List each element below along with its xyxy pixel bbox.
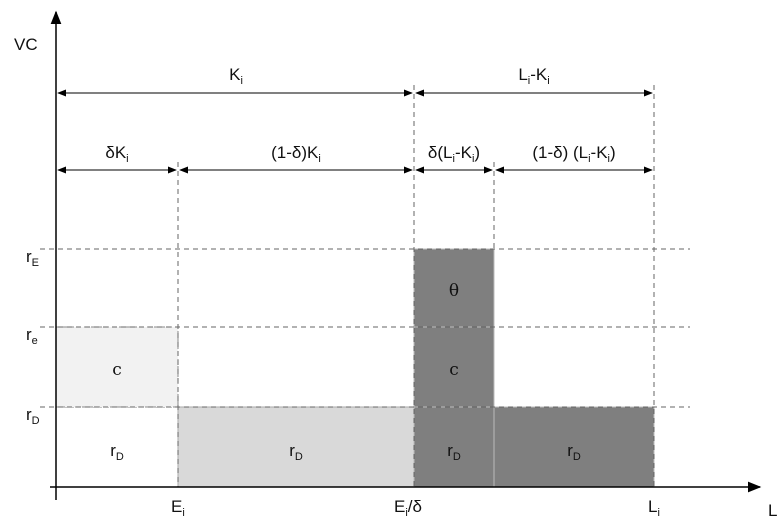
span-label-Ki: Ki (229, 65, 243, 87)
block-base-left (55, 406, 179, 488)
y-tick-rD: rD (26, 405, 40, 427)
block-base-right-1 (413, 406, 495, 488)
span-label-dKi: δKi (105, 143, 128, 165)
span-label-dLiKi: δ(Li-Ki) (428, 143, 480, 165)
y-tick-rE: rE (26, 247, 39, 269)
x-tick-Ei: Ei (171, 497, 185, 519)
block-label-base-middle: rD (289, 441, 303, 463)
block-label-theta: θ (449, 281, 459, 301)
x-tick-Li: Li (648, 497, 660, 519)
y-axis-label: VC (14, 35, 38, 54)
block-c-right (413, 326, 495, 408)
block-base-middle (177, 406, 415, 488)
block-label-base-right-1: rD (447, 441, 461, 463)
block-label-base-right-2: rD (567, 441, 581, 463)
block-base-right-2 (493, 406, 655, 488)
span-label-1-dLiKi: (1-δ) (Li-Ki) (532, 143, 615, 165)
block-label-c-right: c (449, 360, 459, 380)
block-label-base-left: rD (110, 441, 124, 463)
span-label-Li-Ki: Li-Ki (518, 65, 549, 87)
span-label-1-dKi: (1-δ)Ki (271, 143, 321, 165)
x-axis-label: L (768, 501, 777, 520)
x-tick-Ei-delta: Ei/δ (394, 497, 422, 519)
y-tick-re: re (26, 325, 38, 347)
block-c-left (55, 326, 179, 408)
block-label-c-left: c (112, 360, 122, 380)
